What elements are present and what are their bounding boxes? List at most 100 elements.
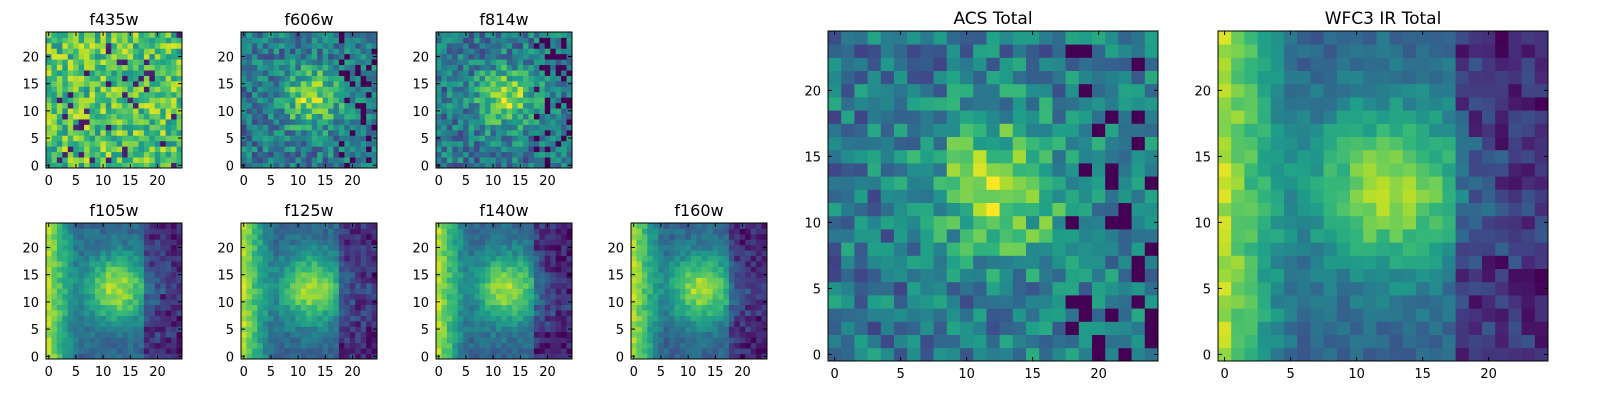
heatmap-cell [566,282,573,289]
heatmap-cell [311,37,318,44]
heatmap-cell [1026,229,1040,243]
heatmap-cell [138,288,145,295]
heatmap-cell [67,271,74,278]
heatmap-cell [46,342,52,349]
heatmap-cell [89,315,96,322]
heatmap-cell [533,42,540,49]
heatmap-cell [279,59,285,66]
heatmap-cell [317,342,323,349]
heatmap-cell [566,124,573,131]
heatmap-cell [690,282,697,289]
heatmap-cell [474,239,480,246]
heatmap-cell [251,157,258,163]
heatmap-cell [111,48,118,55]
heatmap-cell [165,223,172,229]
heatmap-cell [355,233,362,240]
heatmap-cell [138,304,145,311]
heatmap-cell [436,59,442,66]
heatmap-cell [920,149,934,164]
heatmap-cell [268,108,275,114]
heatmap-cell [111,244,118,251]
heatmap-cell [138,337,145,344]
heatmap-cell [506,277,513,284]
heatmap-cell [46,91,52,98]
heatmap-cell [116,32,123,38]
heatmap-cell [441,75,448,82]
heatmap-cell [165,135,172,142]
heatmap-cell [517,48,524,55]
heatmap-cell [658,288,665,295]
heatmap-cell [512,151,518,158]
heatmap-cell [116,348,123,354]
heatmap-cell [333,129,340,136]
heatmap-cell [311,162,318,169]
heatmap-cell [295,157,302,163]
heatmap-cell [133,288,139,295]
heatmap-cell [533,331,540,338]
heatmap-cell [94,277,101,284]
heatmap-cell [973,334,987,349]
heatmap-cell [652,277,659,284]
heatmap-cell [946,255,961,269]
heatmap-cell [257,310,264,316]
heatmap-cell [1131,163,1146,177]
heatmap-cell [241,102,247,109]
heatmap-cell [739,255,746,262]
heatmap-cell [701,315,708,322]
heatmap-cell [279,310,285,316]
heatmap-cell [273,282,280,289]
heatmap-cell [880,268,895,283]
heatmap-cell [920,347,934,362]
heatmap-cell [94,135,101,142]
heatmap-cell [973,215,987,230]
heatmap-cell [143,97,150,104]
heatmap-cell [933,229,948,243]
heatmap-cell [960,255,974,269]
heatmap-cell [371,239,378,246]
heatmap-cell [528,315,535,322]
heatmap-cell [338,157,345,163]
heatmap-cell [165,124,172,131]
heatmap-cell [1065,281,1080,296]
heatmap-cell [165,37,172,44]
heatmap-cell [647,310,654,316]
heatmap-cell [960,163,974,177]
heatmap-cell [300,342,307,349]
heatmap-cell [344,331,351,338]
heatmap-cell [300,331,307,338]
heatmap-cell [718,223,724,229]
heatmap-cell [133,326,139,333]
heatmap-cell [67,228,74,235]
heatmap-cell [366,304,372,311]
heatmap-cell [322,129,329,136]
heatmap-cell [51,75,58,82]
heatmap-cell [523,342,529,349]
heatmap-cell [273,261,280,267]
heatmap-cell [728,261,735,267]
heatmap-cell [241,228,247,235]
heatmap-cell [344,342,351,349]
heatmap-cell [707,304,713,311]
heatmap-cell [322,261,329,267]
heatmap-cell [349,337,356,344]
heatmap-cell [268,342,275,349]
heatmap-cell [105,244,112,251]
heatmap-cell [84,129,90,136]
heatmap-cell [317,70,323,76]
heatmap-cell [171,277,177,284]
heatmap-cell [523,135,529,142]
heatmap-cell [561,223,567,229]
heatmap-cell [311,261,318,267]
heatmap-cell [1105,229,1119,243]
heatmap-cell [89,310,96,316]
heatmap-cell [165,353,172,360]
heatmap-cell [251,266,258,273]
heatmap-cell [561,53,567,60]
heatmap-cell [333,113,340,120]
heatmap-cell [105,86,112,93]
heatmap-cell [641,331,648,338]
heatmap-cell [100,146,107,153]
heatmap-cell [67,108,74,114]
heatmap-cell [436,342,442,349]
x-tick-label: 20 [539,174,556,189]
